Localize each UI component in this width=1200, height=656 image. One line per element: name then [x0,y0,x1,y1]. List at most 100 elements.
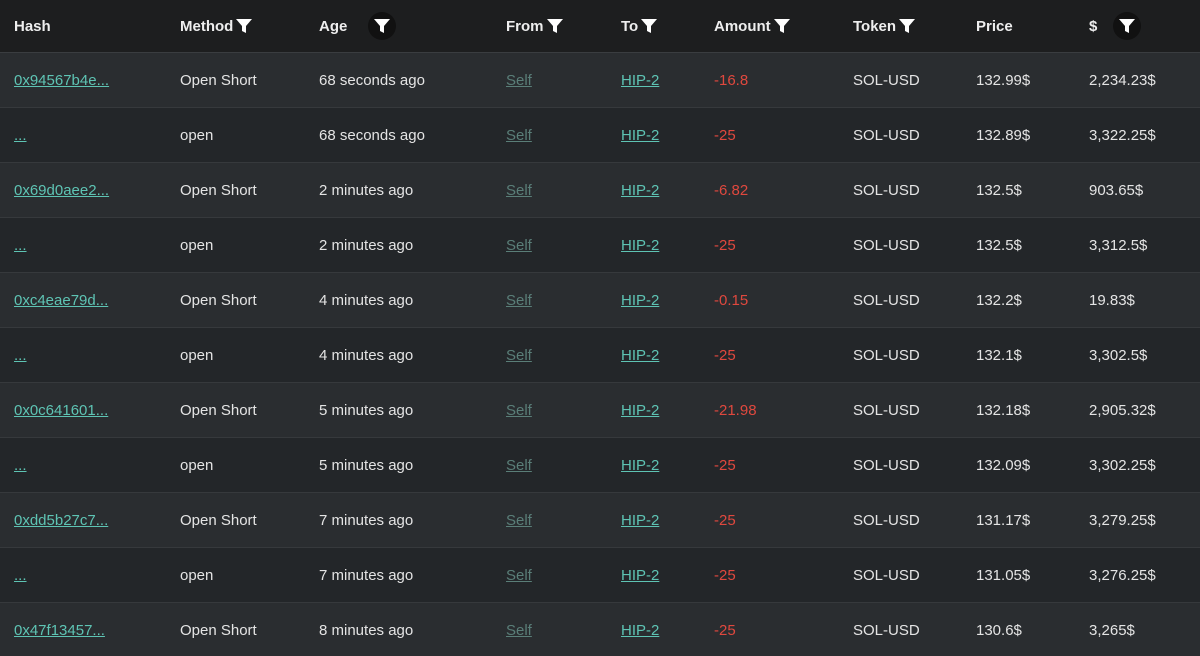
table-cell: 8 minutes ago [319,603,413,656]
hash-link[interactable]: 0xc4eae79d... [14,291,109,309]
from-link[interactable]: Self [506,566,532,584]
from-link[interactable]: Self [506,126,532,144]
from-link[interactable]: Self [506,71,532,89]
table-cell: Self [506,383,532,437]
table-cell: HIP-2 [621,108,659,162]
table-cell: 132.5$ [976,218,1022,272]
table-cell: Self [506,218,532,272]
token: SOL-USD [853,181,920,199]
to-link[interactable]: HIP-2 [621,71,660,89]
hash-link[interactable]: ... [14,346,27,364]
method: Open Short [180,291,257,309]
usd-value: 3,276.25$ [1089,566,1156,584]
table-cell: 2,905.32$ [1089,383,1156,437]
table-header: Hash Method Age From To Amount Token Pri… [0,0,1200,53]
from-link[interactable]: Self [506,181,532,199]
hash-link[interactable]: ... [14,236,27,254]
from-link[interactable]: Self [506,401,532,419]
hash-link[interactable]: ... [14,456,27,474]
to-link[interactable]: HIP-2 [621,621,660,639]
table-cell: 0x94567b4e... [14,53,109,107]
table-cell: -25 [714,328,736,382]
hash-link[interactable]: 0x94567b4e... [14,71,110,89]
from-link[interactable]: Self [506,346,532,364]
table-cell: SOL-USD [853,163,920,217]
filter-icon[interactable] [1112,11,1142,41]
age: 4 minutes ago [319,346,414,364]
price: 132.18$ [976,401,1031,419]
amount: -25 [714,456,736,474]
table-cell: ... [14,218,27,272]
token: SOL-USD [853,346,920,364]
table-cell: -25 [714,438,736,492]
filter-icon[interactable] [898,17,916,35]
price: 132.2$ [976,291,1022,309]
amount: -25 [714,126,736,144]
table-cell: Self [506,108,532,162]
table-cell: SOL-USD [853,53,920,107]
price: 131.17$ [976,511,1031,529]
table-cell: open [180,328,213,382]
filter-icon[interactable] [773,17,791,35]
header-label: To [621,17,639,35]
header-label: Hash [14,17,51,35]
hash-link[interactable]: 0x69d0aee2... [14,181,110,199]
table-row: 0x69d0aee2... Open Short 2 minutes ago Self… [0,163,1200,218]
table-cell: Self [506,548,532,602]
to-link[interactable]: HIP-2 [621,566,660,584]
table-cell: 131.05$ [976,548,1030,602]
from-link[interactable]: Self [506,236,532,254]
from-link[interactable]: Self [506,621,532,639]
token: SOL-USD [853,236,920,254]
table-row: ... open 4 minutes ago Self HIP-2 -25 SOL-USD 1… [0,328,1200,383]
table-cell: 130.6$ [976,603,1022,656]
amount: -6.82 [714,181,749,199]
header-cell: From [506,0,564,52]
method: Open Short [180,71,257,89]
price: 132.5$ [976,181,1022,199]
table-cell: SOL-USD [853,383,920,437]
table-cell: 0xdd5b27c7... [14,493,108,547]
age: 2 minutes ago [319,236,414,254]
usd-value: 2,905.32$ [1089,401,1156,419]
table-cell: HIP-2 [621,218,659,272]
table-cell: Self [506,163,532,217]
table-cell: 2,234.23$ [1089,53,1156,107]
to-link[interactable]: HIP-2 [621,291,660,309]
table-cell: open [180,438,213,492]
hash-link[interactable]: 0x0c641601... [14,401,109,419]
table-cell: 2 minutes ago [319,163,413,217]
table-cell: HIP-2 [621,163,659,217]
age: 68 seconds ago [319,126,425,144]
hash-link[interactable]: ... [14,566,27,584]
usd-value: 903.65$ [1089,181,1144,199]
to-link[interactable]: HIP-2 [621,511,660,529]
token: SOL-USD [853,71,920,89]
method: Open Short [180,621,257,639]
from-link[interactable]: Self [506,456,532,474]
filter-icon[interactable] [546,17,564,35]
hash-link[interactable]: 0xdd5b27c7... [14,511,109,529]
table-cell: 3,322.25$ [1089,108,1156,162]
filter-icon[interactable] [367,11,397,41]
hash-link[interactable]: 0x47f13457... [14,621,105,639]
method: open [180,456,214,474]
filter-icon[interactable] [235,17,253,35]
table-cell: 3,276.25$ [1089,548,1156,602]
from-link[interactable]: Self [506,291,532,309]
hash-link[interactable]: ... [14,126,27,144]
to-link[interactable]: HIP-2 [621,346,660,364]
to-link[interactable]: HIP-2 [621,181,660,199]
price: 132.99$ [976,71,1031,89]
table-cell: 3,302.25$ [1089,438,1156,492]
method: open [180,566,214,584]
table-cell: Self [506,273,532,327]
to-link[interactable]: HIP-2 [621,126,660,144]
to-link[interactable]: HIP-2 [621,401,660,419]
table-row: ... open 5 minutes ago Self HIP-2 -25 SOL-USD 1… [0,438,1200,493]
table-cell: -25 [714,493,736,547]
from-link[interactable]: Self [506,511,532,529]
filter-icon[interactable] [640,17,658,35]
to-link[interactable]: HIP-2 [621,236,660,254]
to-link[interactable]: HIP-2 [621,456,660,474]
